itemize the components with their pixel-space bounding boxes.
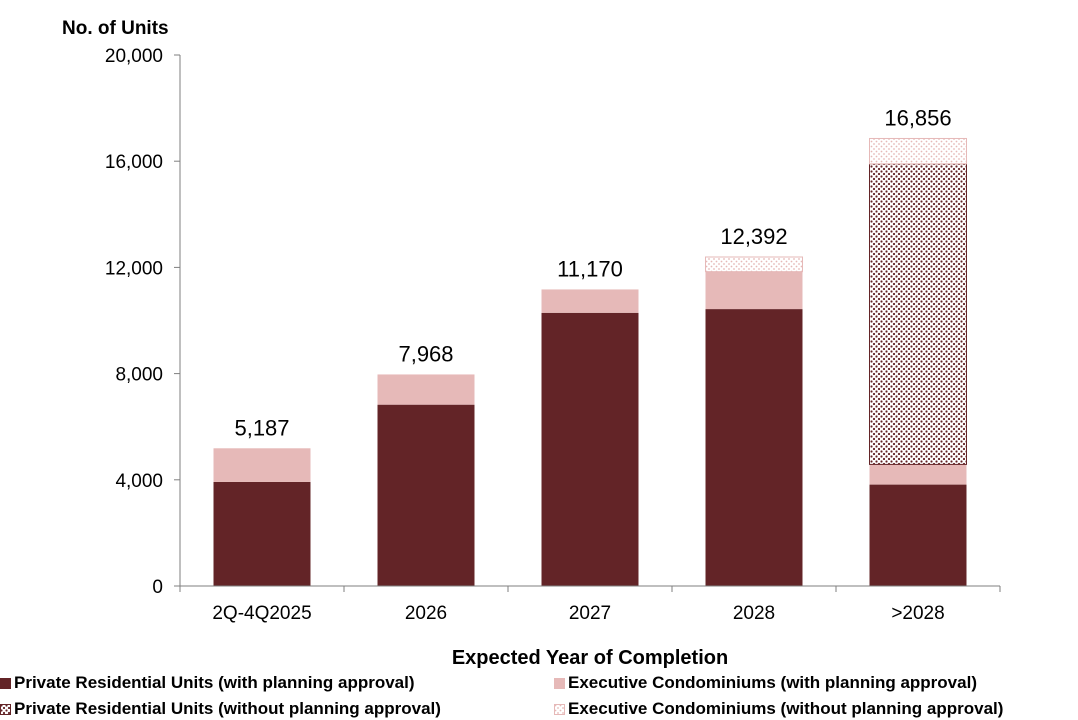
total-label: 11,170 — [557, 256, 623, 281]
legend: Private Residential Units (with planning… — [0, 671, 1078, 720]
legend-label: Executive Condominiums (with planning ap… — [568, 673, 977, 692]
legend-item-ec-without: Executive Condominiums (without planning… — [554, 699, 1003, 719]
bar-segment-ec-without — [705, 256, 803, 273]
bar-segment-private-with — [377, 404, 475, 586]
y-tick-label: 4,000 — [115, 471, 163, 492]
x-tick-label: 2028 — [733, 603, 775, 624]
bar-segment-ec-with — [705, 271, 803, 310]
bar-segment-private-with — [213, 481, 311, 586]
x-tick-label: >2028 — [891, 603, 944, 624]
total-label: 5,187 — [234, 415, 289, 440]
bar-segment-private-with — [705, 309, 803, 586]
bar-segment-private-with — [869, 484, 967, 586]
legend-label: Executive Condominiums (without planning… — [568, 699, 1004, 718]
legend-label: Private Residential Units (without plann… — [14, 699, 441, 718]
x-tick-label: 2027 — [569, 603, 611, 624]
bar-segment-ec-with — [869, 464, 967, 485]
bar-segment-ec-with — [213, 448, 311, 482]
total-label: 16,856 — [884, 105, 951, 130]
bar-segment-private-without — [869, 163, 967, 465]
y-tick-label: 20,000 — [105, 46, 163, 67]
y-tick-label: 16,000 — [105, 152, 163, 173]
legend-swatch-ec-without — [554, 703, 565, 715]
bar-segment-private-with — [541, 312, 639, 586]
chart: 5,187 2Q-4Q2025 7,968 2026 11,170 2027 12,392 2… — [62, 18, 1001, 669]
legend-item-ec-with: Executive Condominiums (with planning ap… — [554, 673, 977, 693]
y-tick-label: 12,000 — [105, 258, 163, 279]
bar-segment-ec-with — [541, 289, 639, 313]
legend-item-private-with: Private Residential Units (with planning… — [0, 673, 415, 693]
total-label: 7,968 — [398, 341, 453, 366]
legend-label: Private Residential Units (with planning… — [14, 673, 415, 692]
y-axis-title: No. of Units — [62, 18, 169, 39]
legend-swatch-private-with — [0, 677, 11, 689]
legend-swatch-private-without — [0, 703, 11, 715]
y-tick-label: 8,000 — [115, 365, 163, 386]
bar-segment-ec-with — [377, 374, 475, 405]
bar-segment-ec-without — [869, 137, 967, 165]
legend-swatch-ec-with — [554, 677, 565, 689]
x-axis-title: Expected Year of Completion — [452, 647, 728, 669]
legend-item-private-without: Private Residential Units (without plann… — [0, 699, 441, 719]
y-tick-label: 0 — [152, 577, 163, 598]
x-tick-label: 2026 — [405, 603, 447, 624]
x-tick-label: 2Q-4Q2025 — [212, 603, 311, 624]
total-label: 12,392 — [720, 224, 787, 249]
